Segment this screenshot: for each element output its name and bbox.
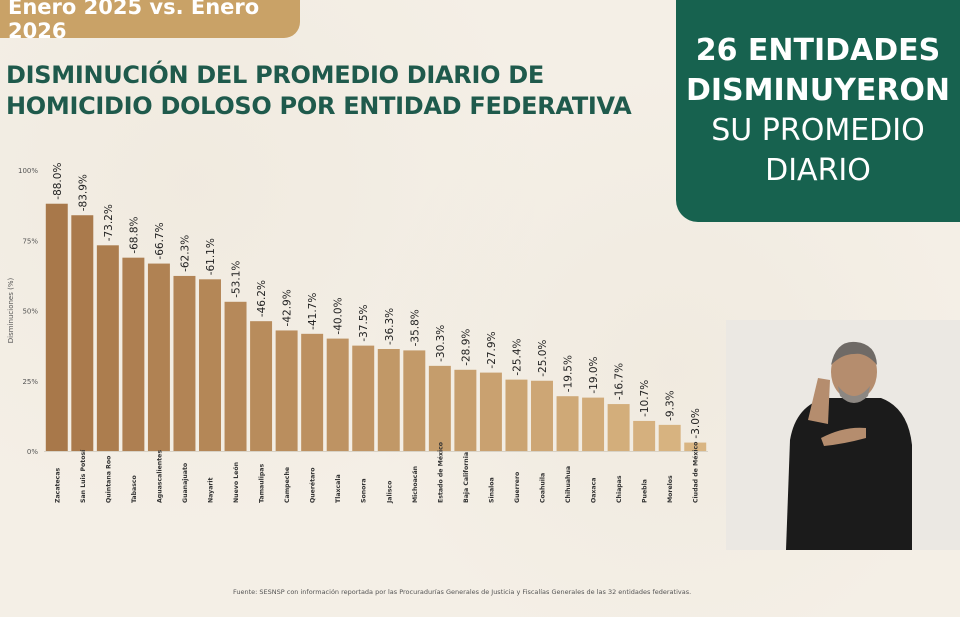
- x-category-label: Baja California: [463, 452, 470, 503]
- interpreter-figure: [726, 320, 960, 550]
- title-line-1: DISMINUCIÓN DEL PROMEDIO DIARIO DE: [6, 61, 544, 89]
- bar-value-label: -40.0%: [333, 297, 345, 334]
- bar: [173, 275, 196, 451]
- sign-language-interpreter-video: [726, 320, 960, 550]
- summary-callout: 26 ENTIDADES DISMINUYERON SU PROMEDIO DI…: [676, 0, 960, 222]
- bar-value-label: -46.2%: [256, 280, 268, 317]
- x-category-label: Ciudad de México: [692, 442, 700, 503]
- x-category-label: Tabasco: [131, 475, 138, 503]
- bar-value-label: -30.3%: [435, 325, 447, 362]
- x-category-label: Puebla: [642, 479, 649, 503]
- page-title: DISMINUCIÓN DEL PROMEDIO DIARIO DE HOMIC…: [6, 60, 666, 122]
- bar: [684, 442, 707, 451]
- bar-chart: 0% 25% 50% 75% 100% Disminuciones (%) -88.0% Za…: [7, 163, 708, 504]
- callout-line-4: DIARIO: [765, 153, 871, 188]
- bar: [45, 203, 68, 451]
- bar-value-label: -68.8%: [128, 217, 140, 254]
- x-category-label: Chiapas: [616, 475, 623, 503]
- bar-value-label: -16.7%: [614, 363, 626, 400]
- x-category-label: Guerrero: [514, 472, 521, 503]
- bar-value-label: -25.4%: [511, 338, 523, 375]
- bar-value-label: -88.0%: [52, 163, 64, 200]
- bar: [403, 350, 426, 451]
- bar: [122, 257, 145, 451]
- bar: [454, 369, 477, 451]
- x-category-label: Morelos: [667, 475, 674, 503]
- bar-value-label: -62.3%: [179, 235, 191, 272]
- y-tick-label: 100%: [18, 167, 38, 175]
- bar-value-label: -36.3%: [384, 308, 396, 345]
- bar: [352, 345, 375, 451]
- bar-value-label: -42.9%: [282, 289, 294, 326]
- x-category-label: Sonora: [361, 478, 368, 503]
- callout-line-1: 26 ENTIDADES: [695, 33, 941, 68]
- x-category-label: Nuevo León: [232, 462, 240, 503]
- date-range-label: Enero 2025 vs. Enero 2026: [8, 0, 260, 43]
- y-tick-label: 50%: [22, 308, 38, 316]
- bar: [531, 380, 553, 451]
- source-note: Fuente: SESNSP con información reportada…: [233, 588, 692, 596]
- x-category-label: Michoacán: [411, 466, 419, 503]
- bar-value-label: -25.0%: [537, 340, 549, 377]
- bar-value-label: -35.8%: [409, 309, 421, 346]
- x-category-label: Tlaxcala: [335, 474, 342, 503]
- bar-value-label: -3.0%: [690, 408, 702, 438]
- callout-line-3: SU PROMEDIO: [711, 113, 925, 148]
- y-axis-label: Disminuciones (%): [7, 278, 15, 344]
- x-category-label: San Luis Potosí: [79, 449, 87, 503]
- bar: [199, 279, 221, 451]
- bar: [250, 321, 273, 451]
- bar: [658, 424, 681, 451]
- bar-value-label: -28.9%: [460, 329, 472, 366]
- x-category-label: Querétaro: [309, 467, 317, 503]
- bar: [479, 372, 502, 451]
- bar-value-label: -66.7%: [154, 222, 166, 259]
- y-tick-label: 0%: [27, 448, 38, 456]
- title-line-2: HOMICIDIO DOLOSO POR ENTIDAD FEDERATIVA: [6, 92, 632, 120]
- x-category-label: Chihuahua: [565, 466, 572, 503]
- bar-value-label: -27.9%: [486, 331, 498, 368]
- x-category-label: Coahuila: [540, 473, 547, 503]
- bar: [224, 301, 247, 451]
- bar: [96, 245, 119, 451]
- x-category-label: Tamaulipas: [259, 464, 266, 503]
- x-category-label: Nayarit: [208, 477, 215, 503]
- x-category-label: Jalisco: [386, 481, 393, 504]
- bar: [326, 338, 349, 451]
- x-category-label: Campeche: [284, 467, 291, 503]
- y-tick-label: 75%: [22, 237, 38, 245]
- bar: [147, 263, 170, 451]
- bar: [633, 420, 656, 451]
- bar-value-label: -19.0%: [588, 356, 600, 393]
- bar: [505, 379, 528, 451]
- bar: [377, 348, 400, 451]
- bar-value-label: -10.7%: [639, 380, 651, 417]
- x-category-label: Quintana Roo: [105, 456, 112, 503]
- bar: [275, 330, 298, 451]
- bar-value-label: -53.1%: [231, 261, 243, 298]
- callout-line-2: DISMINUYERON: [685, 73, 951, 108]
- bar-value-label: -73.2%: [103, 204, 115, 241]
- bar-value-label: -41.7%: [307, 293, 319, 330]
- bar-value-label: -61.1%: [205, 238, 217, 275]
- x-category-label: Sinaloa: [488, 477, 495, 503]
- x-category-label: Aguascalientes: [156, 450, 163, 503]
- bar-value-label: -83.9%: [77, 174, 89, 211]
- y-tick-label: 25%: [22, 378, 38, 386]
- x-category-label: Estado de México: [436, 442, 444, 503]
- bar: [607, 404, 630, 451]
- x-category-label: Guanajuato: [182, 463, 189, 503]
- bar: [301, 333, 324, 451]
- bar-value-label: -9.3%: [665, 390, 677, 420]
- bar-value-label: -37.5%: [358, 304, 370, 341]
- bar: [428, 365, 451, 451]
- x-category-label: Oaxaca: [591, 478, 598, 503]
- bar: [71, 215, 94, 451]
- bar: [556, 396, 579, 451]
- bar-value-label: -19.5%: [563, 355, 575, 392]
- x-category-label: Zacatecas: [54, 467, 61, 503]
- bar: [582, 397, 605, 451]
- date-range-tab: Enero 2025 vs. Enero 2026: [0, 0, 300, 43]
